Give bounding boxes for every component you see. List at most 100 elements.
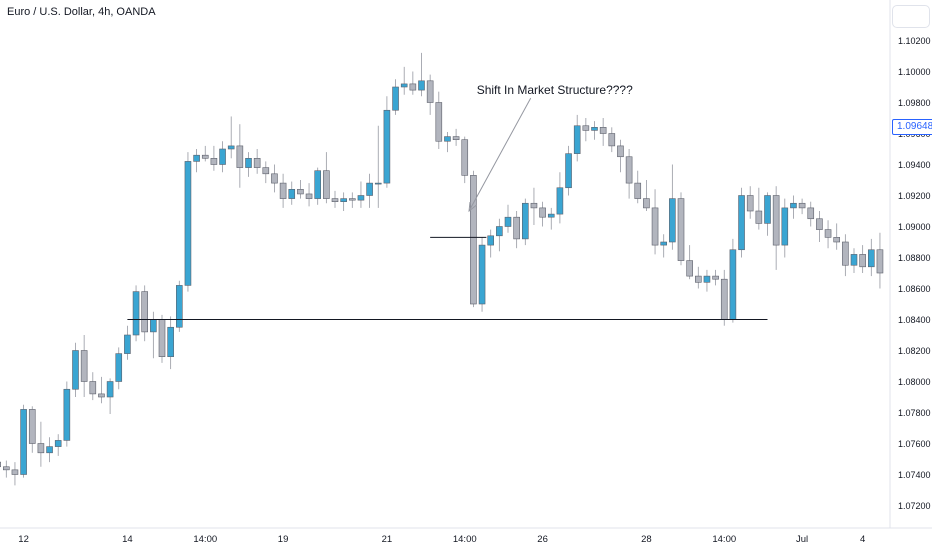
candles-group (0, 52, 884, 486)
candle-up (219, 148, 226, 165)
candle-down (98, 393, 105, 398)
candle-up (790, 202, 797, 209)
candle-down (11, 469, 19, 475)
candle-down (426, 80, 434, 103)
candle-down (0, 461, 1, 468)
candle-up (418, 80, 425, 91)
candle-down (824, 229, 832, 238)
candle-down (201, 154, 209, 159)
price-tick-label: 1.08800 (898, 253, 931, 263)
candle-up (591, 127, 598, 131)
candle-up (167, 326, 174, 358)
price-tick-label: 1.09200 (898, 191, 931, 201)
last-price-tag: 1.09648 (892, 119, 932, 135)
chart-settings-button[interactable] (892, 5, 930, 28)
price-tick-label: 1.09800 (898, 98, 931, 108)
candle-down (80, 350, 88, 382)
time-tick-label: 14 (122, 534, 133, 545)
candle-up (150, 319, 157, 333)
candle-down (348, 198, 356, 201)
candle-down (634, 182, 642, 199)
candle-up (400, 83, 408, 88)
price-tick-label: 1.07400 (898, 470, 931, 480)
candle-down (772, 195, 780, 246)
candle-down (271, 173, 278, 184)
candle-down (530, 202, 538, 209)
candle-up (132, 291, 140, 336)
candle-down (452, 136, 460, 141)
candle-up (867, 249, 875, 268)
candle-down (625, 156, 633, 184)
candle-down (677, 198, 685, 261)
candle-down (435, 102, 443, 142)
price-axis[interactable]: 1.07200 1.07400 1.07600 1.07800 1.08000 1.082… (0, 0, 932, 529)
candle-up (340, 198, 347, 203)
candle-down (643, 198, 650, 209)
candle-down (409, 83, 417, 91)
chart-title: Euro / U.S. Dollar, 4h, OANDA (7, 6, 156, 18)
annotation-arrow-head (468, 201, 477, 213)
candle-down (617, 145, 624, 158)
horizontal-lines-group (127, 236, 768, 320)
candle-up (20, 409, 27, 475)
candle-up (729, 249, 737, 320)
candle-down (859, 254, 866, 268)
candle-up (496, 226, 503, 237)
time-tick-label: 14:00 (712, 534, 736, 545)
candle-down (599, 127, 607, 134)
candle-up (314, 170, 322, 199)
price-tick-label: 1.07800 (898, 408, 931, 418)
candle-down (720, 278, 728, 320)
candle-down (686, 260, 693, 277)
candle-up (227, 145, 235, 150)
candle-up (374, 182, 382, 185)
candle-up (573, 125, 581, 154)
candle-down (608, 133, 616, 147)
candle-down (28, 409, 36, 444)
candle-up (193, 154, 200, 162)
candle-up (504, 216, 512, 227)
candle-down (651, 207, 659, 246)
candle-up (392, 86, 399, 111)
price-tick-label: 1.10000 (898, 67, 931, 77)
candle-down (236, 145, 244, 168)
candle-down (461, 139, 469, 176)
price-tick-label: 1.08000 (898, 377, 931, 387)
candle-down (141, 291, 148, 333)
price-tick-label: 1.07200 (898, 501, 931, 511)
candle-up (547, 213, 555, 218)
price-tick-label: 1.08600 (898, 284, 931, 294)
candle-down (833, 237, 841, 243)
candle-up (245, 158, 252, 168)
time-tick-label: 14:00 (453, 534, 477, 545)
candle-down (712, 275, 719, 280)
candle-down (582, 125, 590, 131)
candle-up (46, 446, 53, 454)
candle-down (539, 207, 546, 218)
candle-down (842, 241, 849, 266)
time-tick-label: 28 (641, 534, 652, 545)
candle-down (37, 443, 45, 454)
time-tick-label: 26 (537, 534, 548, 545)
annotation-text: Shift In Market Structure???? (477, 83, 633, 97)
candle-up (106, 381, 114, 398)
candle-up (288, 189, 296, 199)
candle-down (297, 189, 304, 195)
candle-up (176, 285, 183, 328)
candle-up (565, 153, 572, 189)
candle-down (807, 207, 815, 220)
candle-up (703, 275, 711, 283)
price-tick-label: 1.08400 (898, 315, 931, 325)
candle-down (158, 319, 166, 358)
candle-up (660, 241, 668, 246)
candle-down (262, 167, 270, 175)
time-tick-label: 12 (18, 534, 29, 545)
time-tick-label: 19 (278, 534, 289, 545)
price-tick-label: 1.09400 (898, 160, 931, 170)
candle-down (253, 158, 261, 168)
candle-up (115, 353, 123, 382)
candle-down (331, 198, 339, 203)
candle-down (746, 195, 754, 212)
